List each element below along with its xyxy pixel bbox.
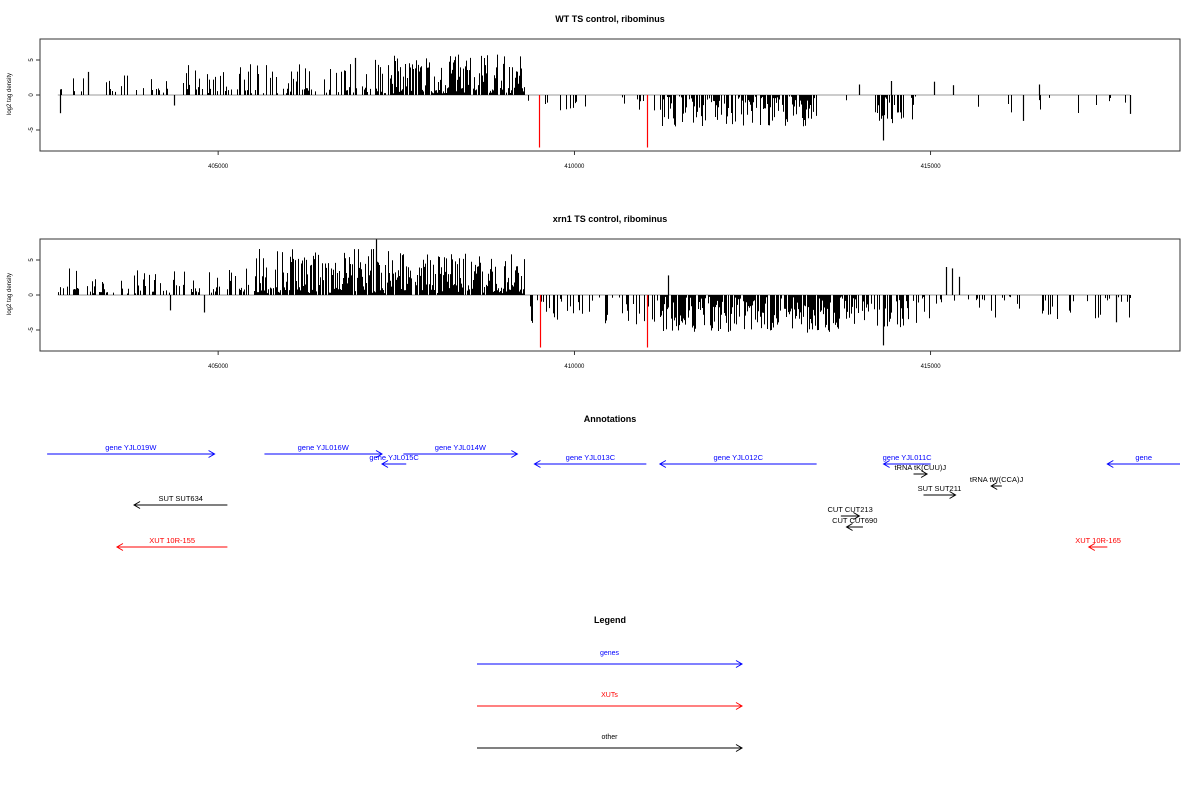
legend-arrowhead <box>735 744 743 752</box>
feature-label: XUT 10R-165 <box>1075 536 1121 545</box>
x-tick-label: 410000 <box>564 164 585 170</box>
plot-frame <box>39 238 1181 352</box>
feature-arrowhead <box>381 460 389 468</box>
x-tick-label: 415000 <box>921 164 942 170</box>
wt-y-axis-label: log2 tag density <box>7 73 13 115</box>
feature-arrowhead <box>375 450 383 458</box>
feature-arrowhead <box>208 450 216 458</box>
legend-panel: Legend genes XUTs other <box>477 615 743 752</box>
xrn1-ticks: 5 0 -5 405000 410000 415000 <box>29 258 941 370</box>
annotations-title: Annotations <box>584 414 637 424</box>
feature-arrowhead <box>511 450 519 458</box>
legend-label: XUTs <box>601 692 618 699</box>
feature-label: tRNA tW(CCA)J <box>970 475 1024 484</box>
xrn1-track-title: xrn1 TS control, ribominus <box>553 214 668 224</box>
feature-arrowhead <box>133 501 141 509</box>
feature-label: tRNA tK(CUU)J <box>894 463 946 472</box>
feature-label: gene YJL014W <box>435 443 487 452</box>
xrn1-y-axis-label: log2 tag density <box>7 273 13 315</box>
y-tick-label: 5 <box>29 258 35 262</box>
wt-bars <box>57 54 1132 148</box>
feature-arrowhead <box>533 460 541 468</box>
x-tick-label: 405000 <box>208 164 229 170</box>
wt-ticks: 5 0 -5 405000 410000 415000 <box>29 58 941 170</box>
feature-arrowhead <box>658 460 667 468</box>
plot-frame <box>39 38 1181 152</box>
feature-arrowhead <box>1106 460 1114 468</box>
wt-track-title: WT TS control, ribominus <box>555 14 665 24</box>
feature-label: gene <box>1135 453 1152 462</box>
feature-arrowhead <box>949 491 957 499</box>
feature-label: CUT CUT690 <box>832 516 877 525</box>
legend-arrowhead <box>735 702 743 710</box>
annotation-features: gene YJL019W gene YJL016W gene YJL015C gene… <box>47 443 1180 551</box>
feature-arrowhead <box>882 460 890 468</box>
y-tick-label: 0 <box>29 293 35 297</box>
legend-label: other <box>602 734 619 741</box>
feature-arrowhead <box>115 543 124 551</box>
xrn1-bars <box>57 239 1131 348</box>
feature-arrowhead <box>853 512 861 520</box>
legend-label: genes <box>600 650 620 657</box>
y-tick-label: -5 <box>29 127 35 133</box>
feature-label: gene YJL016W <box>298 443 350 452</box>
feature-label: XUT 10R-155 <box>149 536 195 545</box>
feature-arrowhead <box>920 470 929 478</box>
feature-label: gene YJL019W <box>105 443 157 452</box>
feature-label: SUT SUT634 <box>158 494 202 503</box>
feature-label: gene YJL013C <box>566 453 616 462</box>
annotations-panel: Annotations gene YJL019W gene YJL016Wgene… <box>47 414 1180 551</box>
x-tick-label: 410000 <box>564 364 585 370</box>
feature-arrowhead <box>845 523 853 531</box>
x-tick-label: 415000 <box>921 364 942 370</box>
y-tick-label: 0 <box>29 93 35 97</box>
wt-track-panel: WT TS control, ribominus log2 tag densit… <box>7 14 1181 170</box>
feature-label: CUT CUT213 <box>827 505 872 514</box>
y-tick-label: 5 <box>29 58 35 62</box>
xrn1-track-panel: xrn1 TS control, ribominus log2 tag dens… <box>7 214 1181 370</box>
feature-label: gene YJL015C <box>369 453 419 462</box>
y-tick-label: -5 <box>29 327 35 333</box>
legend-title: Legend <box>594 615 626 625</box>
legend-items: genes XUTs other <box>477 650 743 752</box>
feature-label: SUT SUT211 <box>918 484 962 493</box>
feature-label: gene YJL012C <box>714 453 764 462</box>
feature-label: gene YJL011C <box>883 453 933 462</box>
legend-arrowhead <box>735 660 743 668</box>
feature-arrowhead <box>990 482 998 490</box>
x-tick-label: 405000 <box>208 364 229 370</box>
feature-arrowhead <box>1087 543 1096 551</box>
